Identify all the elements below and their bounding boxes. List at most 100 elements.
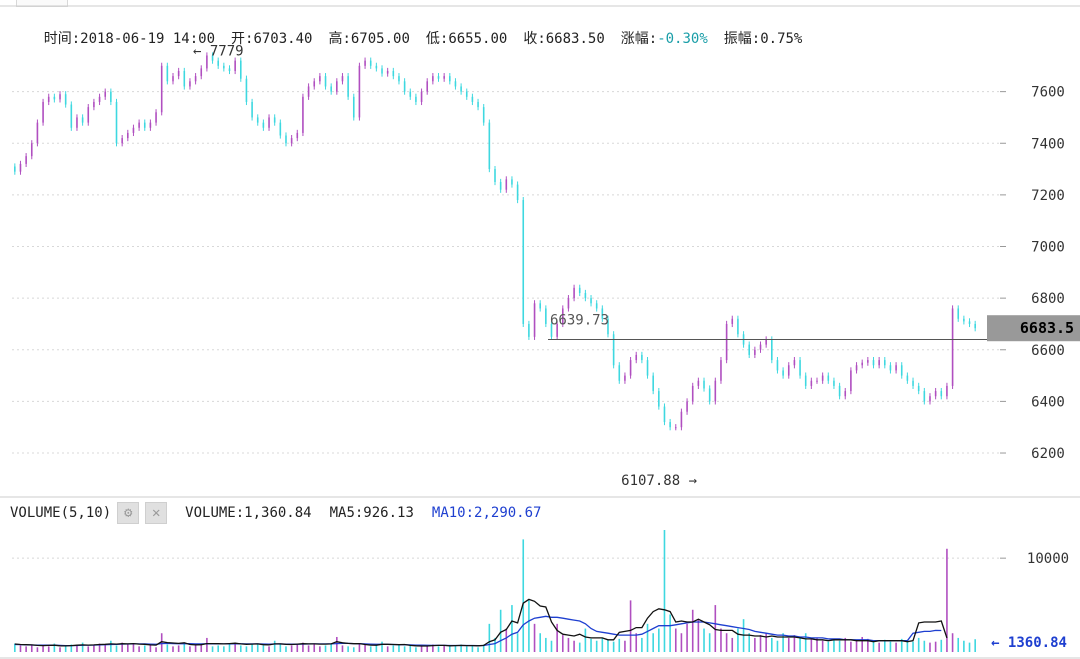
volume-bar [132, 643, 135, 652]
volume-bar [110, 640, 112, 652]
candle-body [166, 65, 169, 82]
candle-body [42, 101, 44, 123]
candle-body [765, 339, 767, 345]
volume-bar [855, 639, 858, 652]
volume-bar [895, 642, 897, 652]
volume-bar [516, 633, 519, 652]
candle-body [929, 396, 931, 402]
candle-body [940, 391, 943, 397]
volume-bar [234, 642, 236, 652]
candle-body [787, 365, 790, 376]
volume-bar [917, 637, 920, 652]
candle-body [923, 391, 926, 402]
candle-body [217, 60, 219, 66]
volume-bar [691, 609, 694, 652]
candle-body [793, 360, 796, 366]
volume-bar [725, 633, 728, 652]
candle-body [629, 360, 632, 376]
volume-bar [906, 640, 909, 652]
candle-body [934, 391, 937, 397]
candle-body [883, 360, 886, 366]
volume-bar [765, 633, 767, 652]
volume-bar [313, 643, 316, 652]
volume-bar [556, 623, 558, 652]
volume-bar [968, 642, 971, 652]
volume-bar [771, 637, 773, 652]
volume-bar [488, 623, 491, 652]
candle-body [110, 91, 112, 102]
volume-bar [663, 530, 666, 652]
candle-body [369, 60, 372, 66]
candle-body [827, 375, 830, 381]
close-label: 收:6683.50 [523, 31, 605, 47]
volume-bar [748, 633, 751, 652]
volume-bar [697, 619, 700, 652]
candle-body [573, 287, 575, 299]
candle-body [567, 298, 570, 309]
volume-bar [268, 646, 270, 652]
change-label: 涨幅:-0.30% [620, 31, 708, 47]
candle-body [256, 117, 259, 123]
candle-body [183, 70, 186, 87]
volume-bar [127, 644, 129, 652]
price-tick-label: 7000 [1031, 240, 1065, 256]
volume-bar [296, 644, 299, 652]
volume-bar [838, 640, 841, 652]
volume-bar [635, 633, 638, 652]
candle-body [776, 360, 779, 371]
volume-bar [782, 633, 784, 652]
candle-body [149, 122, 152, 128]
candle-body [471, 96, 474, 102]
volume-bar [166, 644, 169, 652]
volume-bar [618, 638, 621, 652]
volume-bar [533, 623, 536, 652]
volume-bar [206, 637, 208, 652]
candle-body [674, 427, 677, 429]
volume-bar [974, 639, 976, 652]
candle-body [731, 318, 734, 324]
candle-body [341, 76, 344, 82]
price-tick-label: 7400 [1031, 136, 1065, 152]
volume-bar [437, 646, 440, 652]
volume-bar [93, 645, 95, 652]
volume-bar [443, 645, 445, 652]
close-icon[interactable]: ✕ [145, 502, 168, 524]
candle-body [70, 104, 73, 128]
volume-last-label: ← 1360.84 [991, 635, 1067, 651]
candle-body [81, 117, 84, 123]
candle-body [189, 81, 191, 87]
candle-body [703, 380, 705, 389]
candle-body [895, 365, 897, 371]
candle-body [285, 135, 287, 144]
volume-bar [200, 644, 203, 652]
volume-bar [403, 646, 406, 652]
volume-bar [641, 637, 643, 652]
volume-bar [810, 638, 813, 652]
candle-body [482, 107, 485, 123]
volume-bar [59, 647, 61, 652]
settings-icon[interactable]: ⚙ [117, 502, 140, 524]
candle-body [426, 81, 429, 92]
volume-bar [104, 644, 107, 652]
candle-body [398, 76, 400, 82]
candle-body [36, 122, 39, 144]
volume-bar [539, 633, 541, 652]
candle-body [228, 68, 231, 71]
price-tick-label: 7200 [1031, 188, 1065, 204]
volume-bar [946, 548, 948, 652]
candle-body [528, 323, 530, 337]
volume-bar [87, 646, 90, 652]
candle-body [415, 96, 417, 102]
volume-info-bar: VOLUME(5,10) ⚙ ✕ VOLUME:1,360.84 MA5:926… [10, 502, 559, 524]
last-price-label: 6683.5 [1020, 319, 1074, 337]
candle-body [697, 380, 700, 386]
volume-bar [923, 640, 926, 652]
volume-bar [963, 640, 965, 652]
volume-bar [720, 628, 722, 652]
candle-body [878, 360, 880, 366]
candle-body [313, 81, 316, 87]
min-price-annotation: 6107.88 → [621, 473, 697, 489]
volume-bar [76, 645, 78, 652]
